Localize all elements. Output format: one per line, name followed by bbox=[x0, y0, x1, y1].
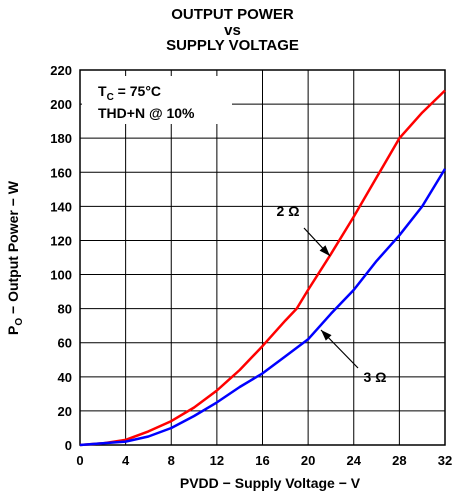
annotation-label-2-ohm: 2 Ω bbox=[277, 203, 300, 219]
x-tick-label: 24 bbox=[347, 453, 362, 468]
condition-temperature: TC = 75°C bbox=[98, 83, 161, 103]
y-tick-label: 200 bbox=[50, 97, 72, 112]
y-tick-label: 60 bbox=[58, 336, 72, 351]
x-tick-label: 16 bbox=[255, 453, 269, 468]
annotation-arrowhead-2-ohm bbox=[319, 245, 330, 256]
plot-frame bbox=[79, 69, 446, 446]
chart-title-line2: vs bbox=[224, 22, 241, 39]
y-tick-label: 100 bbox=[50, 268, 72, 283]
x-tick-label: 8 bbox=[168, 453, 175, 468]
annotations: 2 Ω 3 Ω bbox=[277, 203, 387, 385]
tick-labels: 0 4 8 12 16 20 24 28 32 0 20 40 60 80 100 120 140 160 180 2… bbox=[50, 63, 452, 468]
y-tick-label: 0 bbox=[65, 438, 72, 453]
conditions-box bbox=[82, 76, 232, 124]
chart-title-line1: OUTPUT POWER bbox=[171, 6, 294, 23]
y-tick-label: 80 bbox=[58, 302, 72, 317]
x-tick-label: 28 bbox=[392, 453, 406, 468]
y-tick-label: 120 bbox=[50, 233, 72, 248]
grid bbox=[79, 69, 446, 446]
x-axis-label: PVDD − Supply Voltage − V bbox=[180, 475, 361, 491]
y-tick-label: 140 bbox=[50, 199, 72, 214]
x-tick-label: 4 bbox=[122, 453, 130, 468]
y-tick-label: 220 bbox=[50, 63, 72, 78]
y-tick-label: 40 bbox=[58, 370, 72, 385]
y-axis-label: PO − Output Power − W bbox=[5, 180, 25, 335]
x-tick-label: 0 bbox=[76, 453, 83, 468]
x-tick-label: 12 bbox=[210, 453, 224, 468]
series-line-3-ohm bbox=[79, 168, 447, 447]
y-tick-label: 180 bbox=[50, 131, 72, 146]
y-tick-label: 20 bbox=[58, 404, 72, 419]
annotation-arrowhead-3-ohm bbox=[321, 330, 332, 341]
x-tick-label: 20 bbox=[301, 453, 315, 468]
series-line-2-ohm bbox=[79, 89, 446, 447]
series-lines bbox=[79, 89, 447, 447]
condition-thd: THD+N @ 10% bbox=[98, 105, 195, 121]
x-tick-label: 32 bbox=[438, 453, 452, 468]
chart-title-line3: SUPPLY VOLTAGE bbox=[166, 37, 299, 54]
y-tick-label: 160 bbox=[50, 165, 72, 180]
annotation-label-3-ohm: 3 Ω bbox=[364, 369, 387, 385]
